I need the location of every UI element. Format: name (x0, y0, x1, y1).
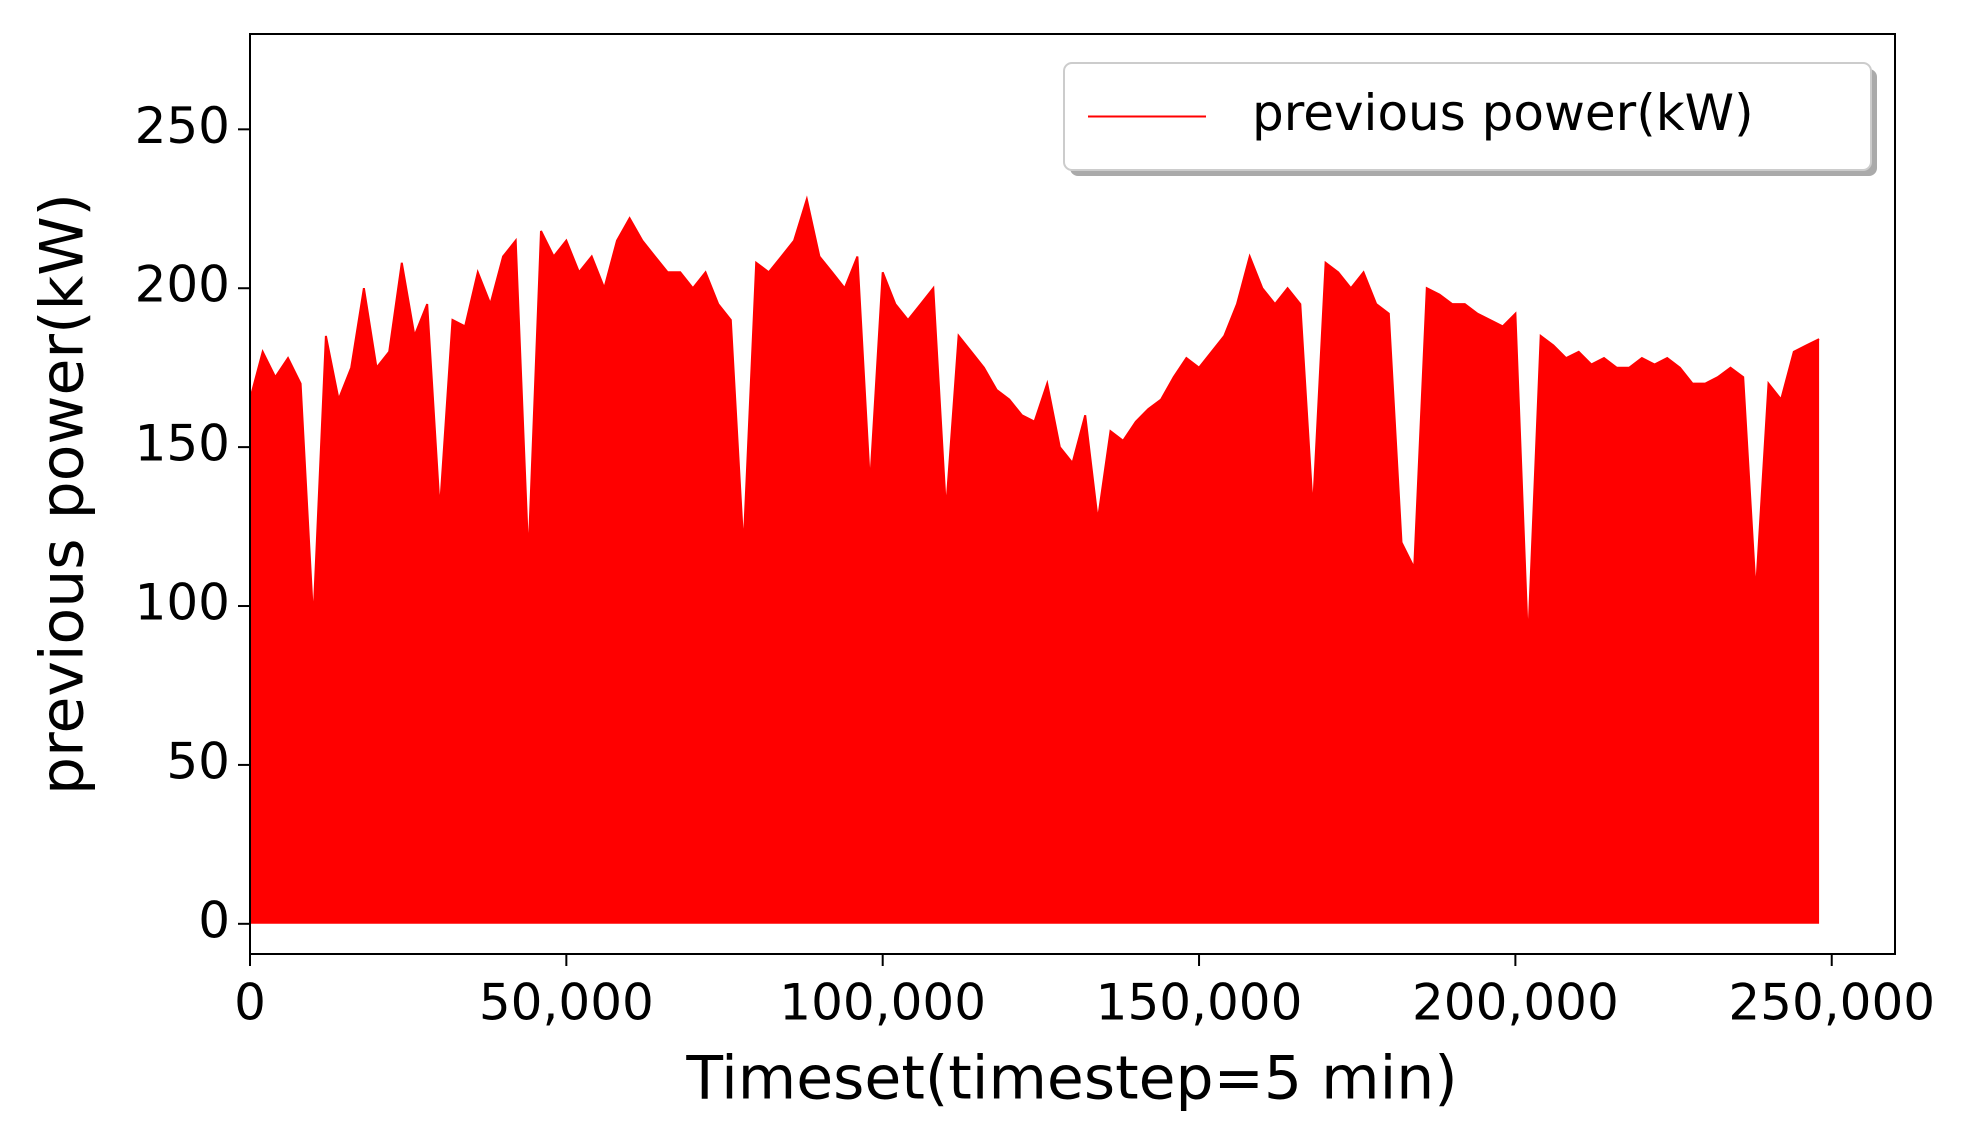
x-tick-label: 100,000 (779, 974, 986, 1032)
legend-label: previous power(kW) (1252, 84, 1754, 142)
legend: previous power(kW) (1063, 62, 1877, 176)
y-tick-label: 50 (166, 732, 230, 790)
x-tick-label: 50,000 (479, 974, 654, 1032)
plot-frame (249, 33, 1896, 955)
x-tick-label: 0 (234, 974, 266, 1032)
y-tick-label: 250 (135, 97, 230, 155)
line (249, 195, 1820, 645)
area (250, 199, 1820, 924)
y-tick-label: 200 (135, 256, 230, 314)
x-tick-label: 150,000 (1096, 974, 1303, 1032)
y-tick-label: 150 (135, 415, 230, 473)
x-tick-label: 200,000 (1412, 974, 1619, 1032)
y-tick-label: 100 (135, 574, 230, 632)
x-axis-label: Timeset(timestep=5 min) (685, 1044, 1457, 1114)
y-axis-label: previous power(kW) (28, 193, 98, 795)
y-tick-label: 0 (198, 891, 230, 949)
legend-box (1063, 62, 1872, 171)
x-tick-label: 250,000 (1728, 974, 1935, 1032)
